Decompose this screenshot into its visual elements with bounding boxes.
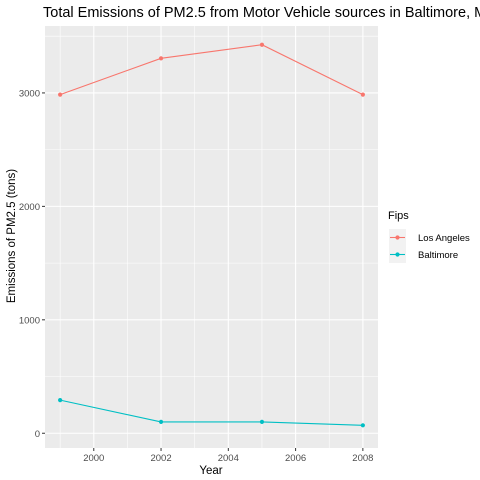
series-line-los-angeles <box>59 44 364 96</box>
data-point-baltimore <box>158 419 164 425</box>
y-tick-label: 3000 <box>19 88 40 99</box>
y-tick-label: 2000 <box>19 202 40 213</box>
legend-title: Fips <box>388 210 409 222</box>
x-axis-ticks: 2000 2002 2004 2006 2008 <box>83 448 373 464</box>
x-tick-label: 2008 <box>352 453 373 464</box>
panel-background <box>45 26 378 448</box>
data-point-baltimore <box>58 398 63 403</box>
x-tick-label: 2002 <box>150 453 171 464</box>
legend-marker-los-angeles <box>395 235 400 240</box>
x-tick-label: 2006 <box>285 453 306 464</box>
y-axis-ticks: 0 1000 2000 3000 <box>19 88 45 440</box>
data-point-los-angeles <box>158 56 164 61</box>
legend-marker-baltimore <box>395 252 400 257</box>
y-tick-label: 1000 <box>19 315 40 326</box>
x-tick-label: 2004 <box>218 453 239 464</box>
series-layer <box>58 42 365 428</box>
data-point-los-angeles <box>360 92 365 97</box>
data-point-baltimore <box>360 423 365 428</box>
data-point-los-angeles <box>259 42 265 47</box>
data-point-los-angeles <box>58 92 63 97</box>
legend-label-los-angeles: Los Angeles <box>418 233 470 244</box>
x-tick-label: 2000 <box>83 453 104 464</box>
plot-panel <box>45 26 378 448</box>
y-axis-title: Emissions of PM2.5 (tons) <box>6 169 18 303</box>
series-line-baltimore <box>60 399 363 426</box>
chart-title: Total Emissions of PM2.5 from Motor Vehi… <box>43 5 480 21</box>
data-point-baltimore <box>259 419 265 425</box>
y-tick-label: 0 <box>35 429 40 440</box>
x-axis-title: Year <box>199 465 222 477</box>
grid-lines <box>45 26 378 448</box>
legend-label-baltimore: Baltimore <box>418 250 458 261</box>
legend: Fips Los Angeles Baltimore <box>388 210 470 263</box>
